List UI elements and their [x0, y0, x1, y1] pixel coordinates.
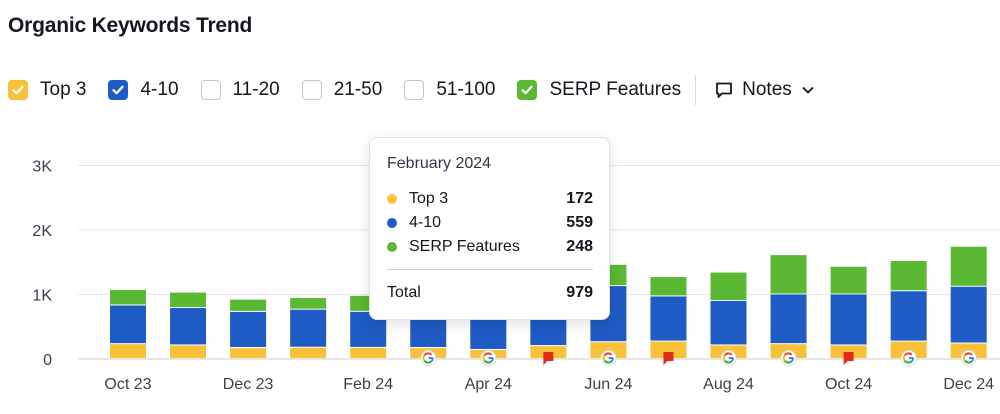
bar-segment	[110, 344, 146, 358]
divider	[695, 75, 697, 105]
bar-segment	[110, 305, 146, 344]
tooltip-row-4-10: 4-10 559	[387, 213, 593, 233]
y-tick-label: 1K	[32, 288, 52, 305]
bar-segment	[170, 345, 207, 358]
checkbox-checked-icon[interactable]	[8, 80, 28, 100]
y-tick-label: 3K	[32, 159, 52, 176]
bar-segment	[950, 286, 987, 343]
tooltip-series-value: 248	[566, 238, 593, 255]
x-tick-label: Dec 24	[943, 376, 994, 393]
google-icon	[480, 350, 497, 366]
filter-top-3[interactable]: Top 3	[8, 79, 86, 101]
google-icon	[420, 350, 437, 366]
filter-4-10[interactable]: 4-10	[108, 79, 179, 101]
bar-segment	[230, 299, 267, 311]
bar-segment	[170, 292, 207, 308]
tooltip-series-name: Top 3	[409, 190, 449, 207]
bar-segment	[650, 277, 687, 296]
x-tick-label: Dec 23	[223, 376, 274, 393]
x-tick-label: Oct 24	[825, 376, 872, 393]
series-dot-icon	[387, 194, 397, 204]
x-tick-label: Apr 24	[465, 376, 512, 393]
bar-segment	[890, 291, 927, 341]
bar-segment	[770, 294, 807, 344]
checkbox-checked-icon[interactable]	[108, 80, 129, 100]
tooltip-row-top-3: Top 3 172	[387, 189, 593, 209]
tooltip-total-label: Total	[387, 284, 421, 301]
x-tick-label: Jun 24	[584, 376, 632, 393]
checkbox-unchecked-icon[interactable]	[404, 80, 425, 100]
bar-segment	[710, 300, 747, 345]
notes-label: Notes	[742, 79, 792, 100]
google-icon	[780, 350, 797, 366]
bar-segment	[290, 298, 327, 309]
series-dot-icon	[387, 218, 397, 228]
bar-segment	[290, 347, 327, 358]
bar-segment	[170, 308, 207, 345]
tooltip-divider	[387, 269, 593, 270]
tooltip-date: February 2024	[387, 155, 492, 172]
x-tick-label: Feb 24	[343, 376, 393, 393]
comment-icon	[716, 82, 733, 98]
tooltip-series-name: 4-10	[409, 214, 442, 231]
google-icon	[900, 350, 917, 366]
bar-segment	[830, 266, 867, 294]
bar-segment	[830, 345, 867, 358]
google-icon	[960, 350, 977, 366]
filter-label: 21-50	[333, 79, 383, 100]
bar-segment	[350, 347, 387, 358]
checkbox-checked-icon[interactable]	[517, 80, 538, 100]
google-icon	[720, 350, 737, 366]
flag-icon	[843, 352, 854, 365]
tooltip-total-value: 979	[566, 284, 593, 301]
bar-segment	[230, 311, 267, 348]
bar-segment	[650, 341, 687, 358]
filter-label: SERP Features	[549, 79, 682, 100]
bar-segment	[890, 260, 927, 291]
filter-11-20[interactable]: 11-20	[200, 79, 280, 101]
bar-segment	[710, 272, 747, 300]
filter-51-100[interactable]: 51-100	[404, 79, 495, 101]
y-tick-label: 2K	[32, 223, 52, 240]
tooltip-row-serp-features: SERP Features 248	[387, 237, 593, 257]
filter-bar: Top 3 4-10 11-20 21-50 51-100 SERP Featu…	[8, 74, 823, 106]
bar-segment	[830, 294, 867, 345]
filter-label: Top 3	[40, 79, 87, 100]
bar-segment	[950, 246, 987, 286]
bar-segment	[110, 289, 146, 305]
checkbox-unchecked-icon[interactable]	[200, 80, 221, 100]
page-title: Organic Keywords Trend	[8, 14, 253, 37]
filter-label: 11-20	[232, 79, 280, 100]
tooltip-series-value: 559	[566, 214, 593, 231]
filter-21-50[interactable]: 21-50	[301, 79, 383, 101]
x-tick-label: Aug 24	[703, 376, 754, 393]
flag-icon	[543, 352, 554, 365]
filter-serp-features[interactable]: SERP Features	[517, 79, 681, 101]
series-dot-icon	[387, 242, 397, 252]
x-tick-label: Oct 23	[104, 376, 151, 393]
bar-segment	[770, 255, 807, 294]
filter-label: 51-100	[436, 79, 496, 100]
google-icon	[600, 350, 617, 366]
tooltip-series-name: SERP Features	[409, 238, 520, 255]
bar-segment	[890, 341, 927, 358]
filter-label: 4-10	[140, 79, 179, 100]
flag-icon	[663, 352, 674, 365]
bar-segment	[230, 348, 267, 358]
bar-segment	[290, 309, 327, 347]
chevron-down-icon	[802, 87, 814, 94]
chart-tooltip: February 2024 Top 3 172 4-10 559 SERP Fe…	[369, 137, 610, 320]
checkbox-unchecked-icon[interactable]	[301, 80, 322, 100]
notes-button[interactable]: Notes	[714, 79, 823, 101]
tooltip-series-value: 172	[566, 190, 593, 207]
y-tick-label: 0	[43, 352, 52, 369]
tooltip-total-row: Total 979	[387, 283, 593, 303]
bar-segment	[650, 296, 687, 341]
